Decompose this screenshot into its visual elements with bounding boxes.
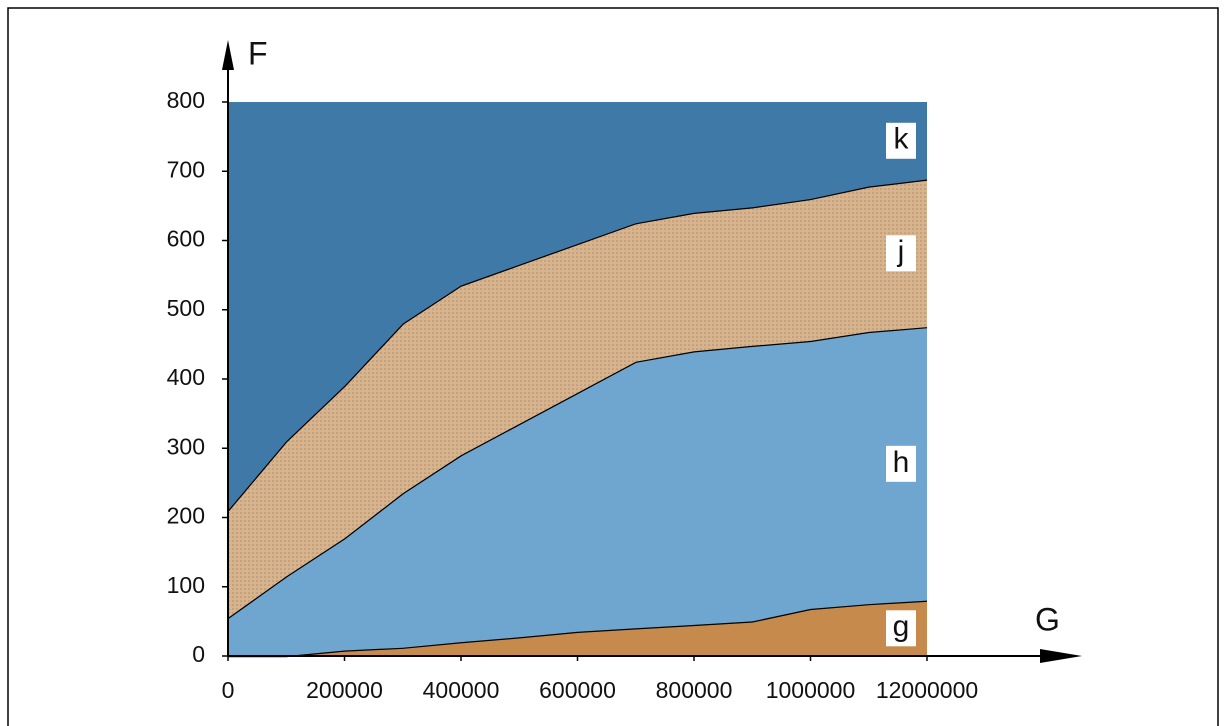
x-tick-label: 200000 bbox=[306, 677, 383, 703]
x-tick-label: 1000000 bbox=[766, 677, 856, 703]
series-label: h bbox=[893, 446, 910, 479]
area bbox=[228, 102, 927, 511]
texture bbox=[228, 179, 927, 618]
label-box bbox=[886, 235, 916, 272]
y-tick-label: 800 bbox=[167, 87, 205, 113]
label-box bbox=[886, 445, 916, 482]
x-axis-label: G bbox=[1035, 601, 1060, 637]
x-tick-label: 600000 bbox=[539, 677, 616, 703]
x-tick-label: 400000 bbox=[423, 677, 500, 703]
label-box bbox=[886, 122, 916, 159]
y-axis-label: F bbox=[248, 35, 268, 71]
series-label: g bbox=[893, 610, 910, 643]
y-tick-label: 500 bbox=[167, 295, 205, 321]
y-tick-label: 200 bbox=[167, 503, 205, 529]
x-arrow bbox=[1040, 649, 1082, 663]
y-tick-label: 400 bbox=[167, 364, 205, 390]
y-tick-label: 0 bbox=[192, 641, 205, 667]
frame bbox=[7, 7, 1219, 726]
x-tick-label: 12000000 bbox=[876, 677, 978, 703]
label-box bbox=[886, 610, 916, 647]
plot-area: g h j k bbox=[227, 102, 928, 658]
x-tick-label: 0 bbox=[222, 677, 235, 703]
area bbox=[228, 327, 927, 656]
y-tick-label: 600 bbox=[167, 226, 205, 252]
y-tick-label: 100 bbox=[167, 572, 205, 598]
x-tick-label: 800000 bbox=[656, 677, 733, 703]
y-tick-label: 700 bbox=[167, 156, 205, 182]
area bbox=[228, 600, 927, 656]
y-arrow bbox=[222, 40, 234, 70]
series-label: k bbox=[894, 123, 910, 156]
y-tick-label: 300 bbox=[167, 433, 205, 459]
series-label: j bbox=[897, 235, 905, 268]
